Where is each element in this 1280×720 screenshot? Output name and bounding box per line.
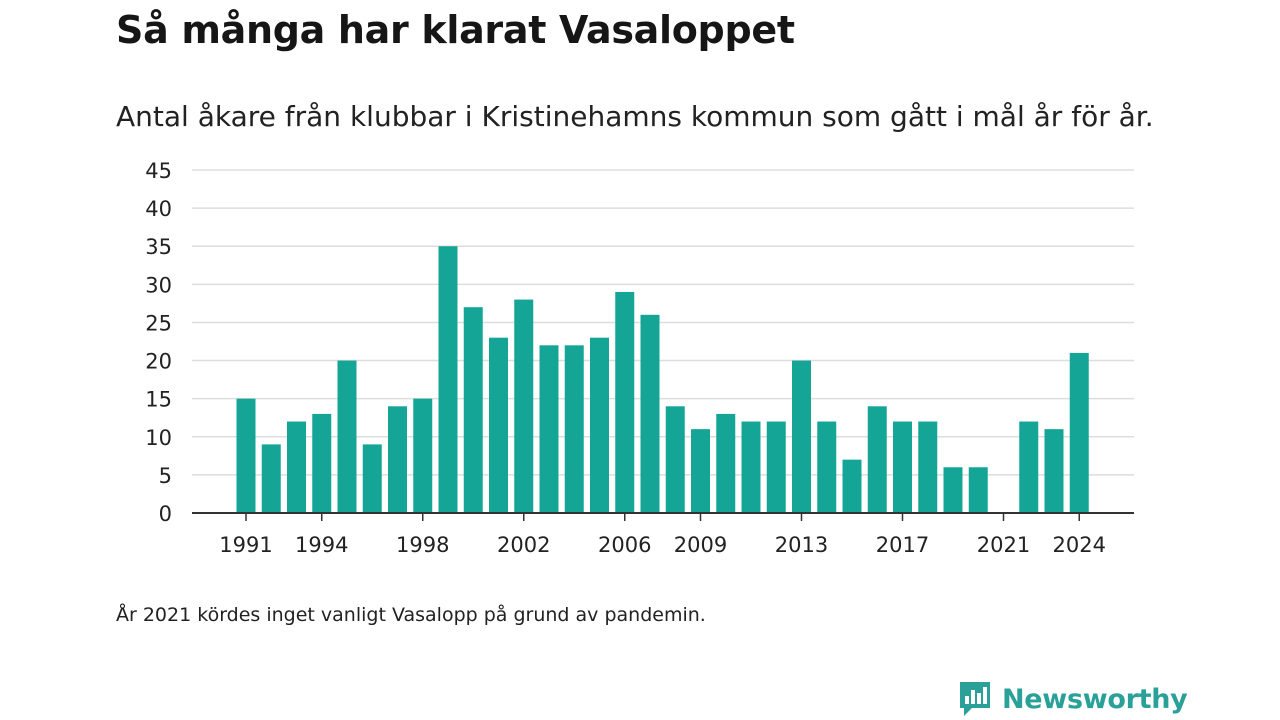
footnote: År 2021 kördes inget vanligt Vasalopp på… [116, 604, 706, 626]
bar-2008 [665, 406, 685, 513]
x-tick-label: 2017 [876, 533, 929, 557]
newsworthy-logo: Newsworthy [958, 680, 1188, 718]
bar-1997 [388, 406, 407, 513]
bar-2003 [539, 345, 559, 513]
x-tick-label: 1994 [295, 533, 348, 557]
x-tick-label: 2021 [977, 533, 1030, 557]
bar-2006 [615, 291, 635, 513]
bar-2007 [640, 314, 660, 513]
bar-2001 [489, 337, 508, 513]
bar-2019 [943, 467, 963, 513]
bar-2023 [1044, 429, 1064, 513]
bar-2000 [463, 307, 483, 513]
bar-1999 [438, 246, 458, 513]
bar-2020 [968, 467, 988, 513]
y-tick-label: 25 [145, 311, 172, 335]
gridlines [192, 169, 1134, 476]
bars [236, 246, 1089, 513]
x-tick-label: 2002 [497, 533, 550, 557]
y-tick-label: 10 [145, 426, 172, 450]
y-tick-label: 5 [159, 464, 172, 488]
bar-1991 [236, 398, 256, 513]
y-tick-label: 20 [145, 350, 172, 374]
bar-chart: 0 5 10 15 20 25 30 35 40 45 1991 1994 1998 2002 2006 2… [145, 159, 1134, 557]
bar-2022 [1019, 421, 1039, 513]
chart-title: Så många har klarat Vasaloppet [116, 8, 795, 52]
bar-2017 [893, 421, 912, 513]
bar-2009 [691, 429, 710, 513]
bar-1993 [287, 421, 306, 513]
bar-1996 [362, 444, 382, 513]
bar-2012 [766, 421, 786, 513]
bar-2014 [817, 421, 837, 513]
bar-1994 [312, 413, 332, 513]
y-tick-label: 0 [159, 502, 172, 526]
bar-2005 [590, 337, 609, 513]
y-tick-label: 45 [145, 159, 172, 183]
bar-2002 [514, 299, 534, 513]
bar-2015 [842, 459, 862, 513]
bar-1995 [337, 360, 357, 513]
y-tick-label: 40 [145, 197, 172, 221]
y-tick-label: 30 [145, 273, 172, 297]
newsworthy-logo-text: Newsworthy [1002, 683, 1188, 715]
bar-2024 [1069, 352, 1089, 513]
bar-2016 [867, 406, 887, 513]
bar-1992 [261, 444, 281, 513]
x-tick-label: 2009 [674, 533, 727, 557]
x-tick-label: 1998 [396, 533, 449, 557]
chart-subtitle: Antal åkare från klubbar i Kristinehamns… [116, 100, 1154, 133]
y-tick-label: 15 [145, 388, 172, 412]
bar-2011 [741, 421, 761, 513]
bar-2004 [564, 345, 584, 513]
newsworthy-logo-icon [960, 682, 990, 716]
y-axis-tick-labels: 0 5 10 15 20 25 30 35 40 45 [145, 159, 172, 526]
y-tick-label: 35 [145, 235, 172, 259]
bar-2018 [918, 421, 938, 513]
x-tick-label: 2013 [775, 533, 828, 557]
bar-2010 [716, 413, 736, 513]
x-tick-label: 2006 [598, 533, 651, 557]
bar-2013 [792, 360, 811, 513]
x-tick-label: 2024 [1053, 533, 1106, 557]
x-tick-label: 1991 [219, 533, 272, 557]
x-axis: 1991 1994 1998 2002 2006 2009 2013 2017 2021 2024 [192, 512, 1134, 557]
bar-1998 [413, 398, 433, 513]
